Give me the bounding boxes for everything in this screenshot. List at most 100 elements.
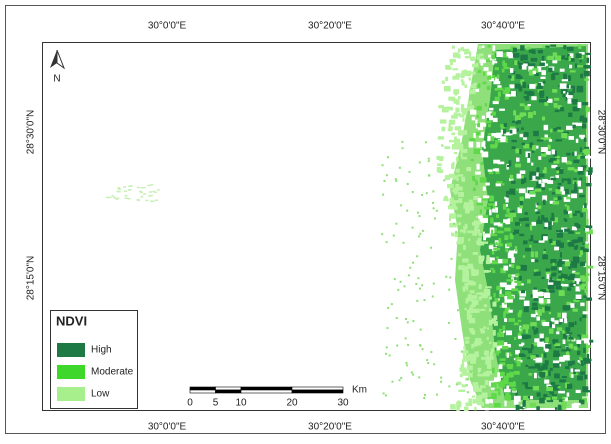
vegetation-patch [411,226,414,229]
vegetation-patch [154,199,158,201]
vegetation-patch [523,300,530,307]
vegetation-patch [575,389,581,394]
vegetation-patch [497,139,504,143]
vegetation-patch [506,385,510,392]
vegetation-patch [574,222,579,227]
vegetation-patch [553,363,560,368]
vegetation-patch [567,239,570,245]
vegetation-patch [585,52,591,56]
vegetation-patch [584,374,588,380]
vegetation-patch [521,347,528,351]
vegetation-patch [457,237,465,243]
vegetation-patch [468,77,472,81]
vegetation-patch [528,349,533,354]
vegetation-patch [461,70,467,74]
vegetation-patch [509,129,513,134]
vegetation-patch [558,258,562,262]
vegetation-patch [498,237,502,244]
vegetation-patch [550,258,557,264]
vegetation-patch [555,139,563,142]
vegetation-patch [558,290,565,296]
vegetation-patch [448,139,456,143]
vegetation-patch [530,313,536,318]
vegetation-patch [491,111,496,116]
vegetation-patch [572,280,575,283]
scale-segment [240,389,293,394]
vegetation-patch [111,195,115,197]
vegetation-patch [450,203,456,210]
vegetation-patch [561,79,569,82]
vegetation-patch [463,346,466,350]
vegetation-patch [554,320,559,324]
scale-segment [215,386,242,391]
vegetation-patch [557,183,562,186]
vegetation-patch [572,257,580,264]
vegetation-patch [446,198,449,202]
vegetation-patch [506,242,512,247]
vegetation-patch [507,273,512,278]
vegetation-patch [568,85,576,89]
vegetation-patch [471,271,477,277]
vegetation-patch [545,270,551,275]
vegetation-patch [456,309,459,312]
vegetation-patch [439,156,444,160]
vegetation-patch [561,406,567,410]
vegetation-patch [567,194,571,197]
vegetation-patch [551,192,556,195]
vegetation-patch [464,223,468,229]
vegetation-patch [530,251,535,258]
vegetation-patch [565,327,571,332]
vegetation-patch [539,372,546,378]
vegetation-patch [505,284,512,291]
vegetation-patch [475,119,478,124]
vegetation-patch [529,244,532,251]
vegetation-patch [440,380,443,383]
vegetation-patch [542,80,546,84]
vegetation-patch [475,171,481,175]
vegetation-patch [509,233,514,240]
vegetation-patch [537,367,544,371]
vegetation-patch [511,288,519,292]
vegetation-patch [536,167,540,172]
vegetation-patch [448,385,451,388]
vegetation-patch [547,55,554,61]
vegetation-patch [424,141,427,144]
vegetation-patch [498,294,505,298]
vegetation-patch [489,58,497,61]
vegetation-patch [542,254,548,260]
vegetation-patch [539,397,545,404]
vegetation-patch [584,243,589,249]
vegetation-patch [585,345,591,348]
vegetation-patch [522,240,528,245]
vegetation-patch [581,334,589,339]
vegetation-patch [477,399,482,406]
vegetation-patch [493,321,498,326]
vegetation-patch [553,127,557,132]
vegetation-patch [495,207,498,213]
vegetation-patch [481,241,489,244]
vegetation-patch [545,96,549,101]
vegetation-patch [532,326,535,330]
vegetation-patch [509,188,516,195]
vegetation-patch [448,288,451,291]
vegetation-patch [475,338,482,343]
vegetation-patch [473,342,481,346]
vegetation-patch [509,217,513,222]
vegetation-patch [453,151,458,155]
vegetation-patch [563,355,570,361]
vegetation-patch [486,257,491,263]
vegetation-patch [567,178,571,185]
vegetation-patch [545,63,548,67]
vegetation-patch [466,365,473,371]
vegetation-patch [474,351,479,358]
vegetation-patch [525,247,532,252]
vegetation-patch [512,47,517,53]
vegetation-patch [544,99,547,104]
vegetation-patch [469,343,472,346]
vegetation-patch [574,210,581,214]
top-coord-label: 30°20'0"E [308,21,352,32]
vegetation-patch [559,169,564,174]
vegetation-patch [491,229,494,236]
vegetation-patch [483,146,486,149]
